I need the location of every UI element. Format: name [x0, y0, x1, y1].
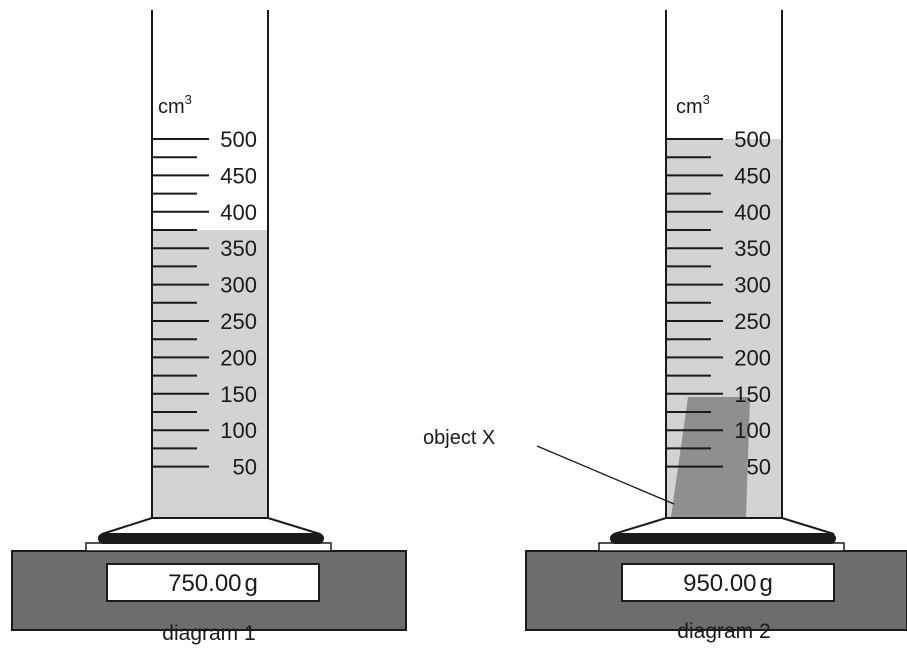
scale-label: 500 — [220, 127, 257, 152]
scale-label: 450 — [220, 163, 257, 188]
scale-label: 450 — [734, 163, 771, 188]
caption-2: diagram 2 — [677, 620, 770, 643]
scale-label: 250 — [734, 309, 771, 334]
balance-pan-1 — [98, 533, 324, 544]
scale-1: 500 450 400 350 300 250 200 150 100 50 — [153, 127, 257, 480]
object-x-leader-line — [536, 445, 675, 505]
balance-reading-2: 950.00 g — [683, 570, 773, 597]
scale-label: 200 — [220, 345, 257, 370]
diagram-1: 750.00 g cm3 5004504003503002502001501005… — [11, 10, 407, 645]
diagram-2: 950.00 g cm3 5004504003503002502001501005… — [423, 10, 907, 643]
scale-label: 200 — [734, 345, 771, 370]
object-x-label: object X — [423, 427, 495, 449]
scale-2: 500 450 400 350 300 250 200 150 100 50 — [667, 127, 771, 480]
scale-label: 400 — [220, 200, 257, 225]
balance-pan-2 — [610, 533, 836, 544]
scale-label: 250 — [220, 309, 257, 334]
scale-label: 100 — [220, 418, 257, 443]
caption-1: diagram 1 — [162, 622, 255, 645]
scale-label: 50 — [747, 455, 771, 480]
cylinder-foot-1 — [101, 517, 321, 535]
scale-label: 400 — [734, 200, 771, 225]
scale-label: 150 — [220, 382, 257, 407]
balance-display-2 — [621, 563, 835, 602]
scale-label: 300 — [220, 273, 257, 298]
scale-label: 50 — [233, 455, 257, 480]
unit-label-2: cm3 — [676, 92, 710, 118]
object-x — [671, 397, 750, 517]
unit-label-1: cm3 — [158, 92, 192, 118]
balance-reading-1: 750.00 g — [168, 570, 258, 597]
cylinder-foot-2 — [613, 517, 835, 535]
water-1 — [153, 230, 267, 518]
scale-label: 350 — [734, 236, 771, 261]
balance-display-1 — [106, 563, 320, 602]
scale-label: 150 — [734, 382, 771, 407]
scale-label: 500 — [734, 127, 771, 152]
balance-pan-plate-2 — [598, 542, 845, 552]
scale-label: 100 — [734, 418, 771, 443]
scale-label: 350 — [220, 236, 257, 261]
balance-pan-plate-1 — [85, 542, 332, 552]
scale-label: 300 — [734, 273, 771, 298]
